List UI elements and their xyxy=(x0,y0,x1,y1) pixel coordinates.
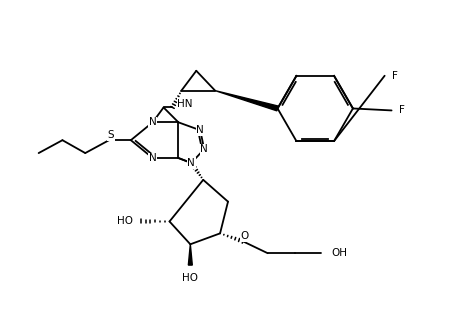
Text: N: N xyxy=(187,158,195,168)
Text: N: N xyxy=(200,144,207,154)
Text: F: F xyxy=(398,105,404,116)
Polygon shape xyxy=(215,90,278,111)
Text: F: F xyxy=(391,71,397,81)
Text: O: O xyxy=(240,231,248,242)
Text: OH: OH xyxy=(330,248,346,258)
Text: HO: HO xyxy=(182,273,198,283)
Text: N: N xyxy=(148,117,156,127)
Text: HN: HN xyxy=(177,99,192,109)
Text: HO: HO xyxy=(116,216,132,226)
Text: S: S xyxy=(107,130,114,140)
Text: N: N xyxy=(196,125,204,135)
Text: N: N xyxy=(148,153,156,163)
Polygon shape xyxy=(188,244,192,265)
